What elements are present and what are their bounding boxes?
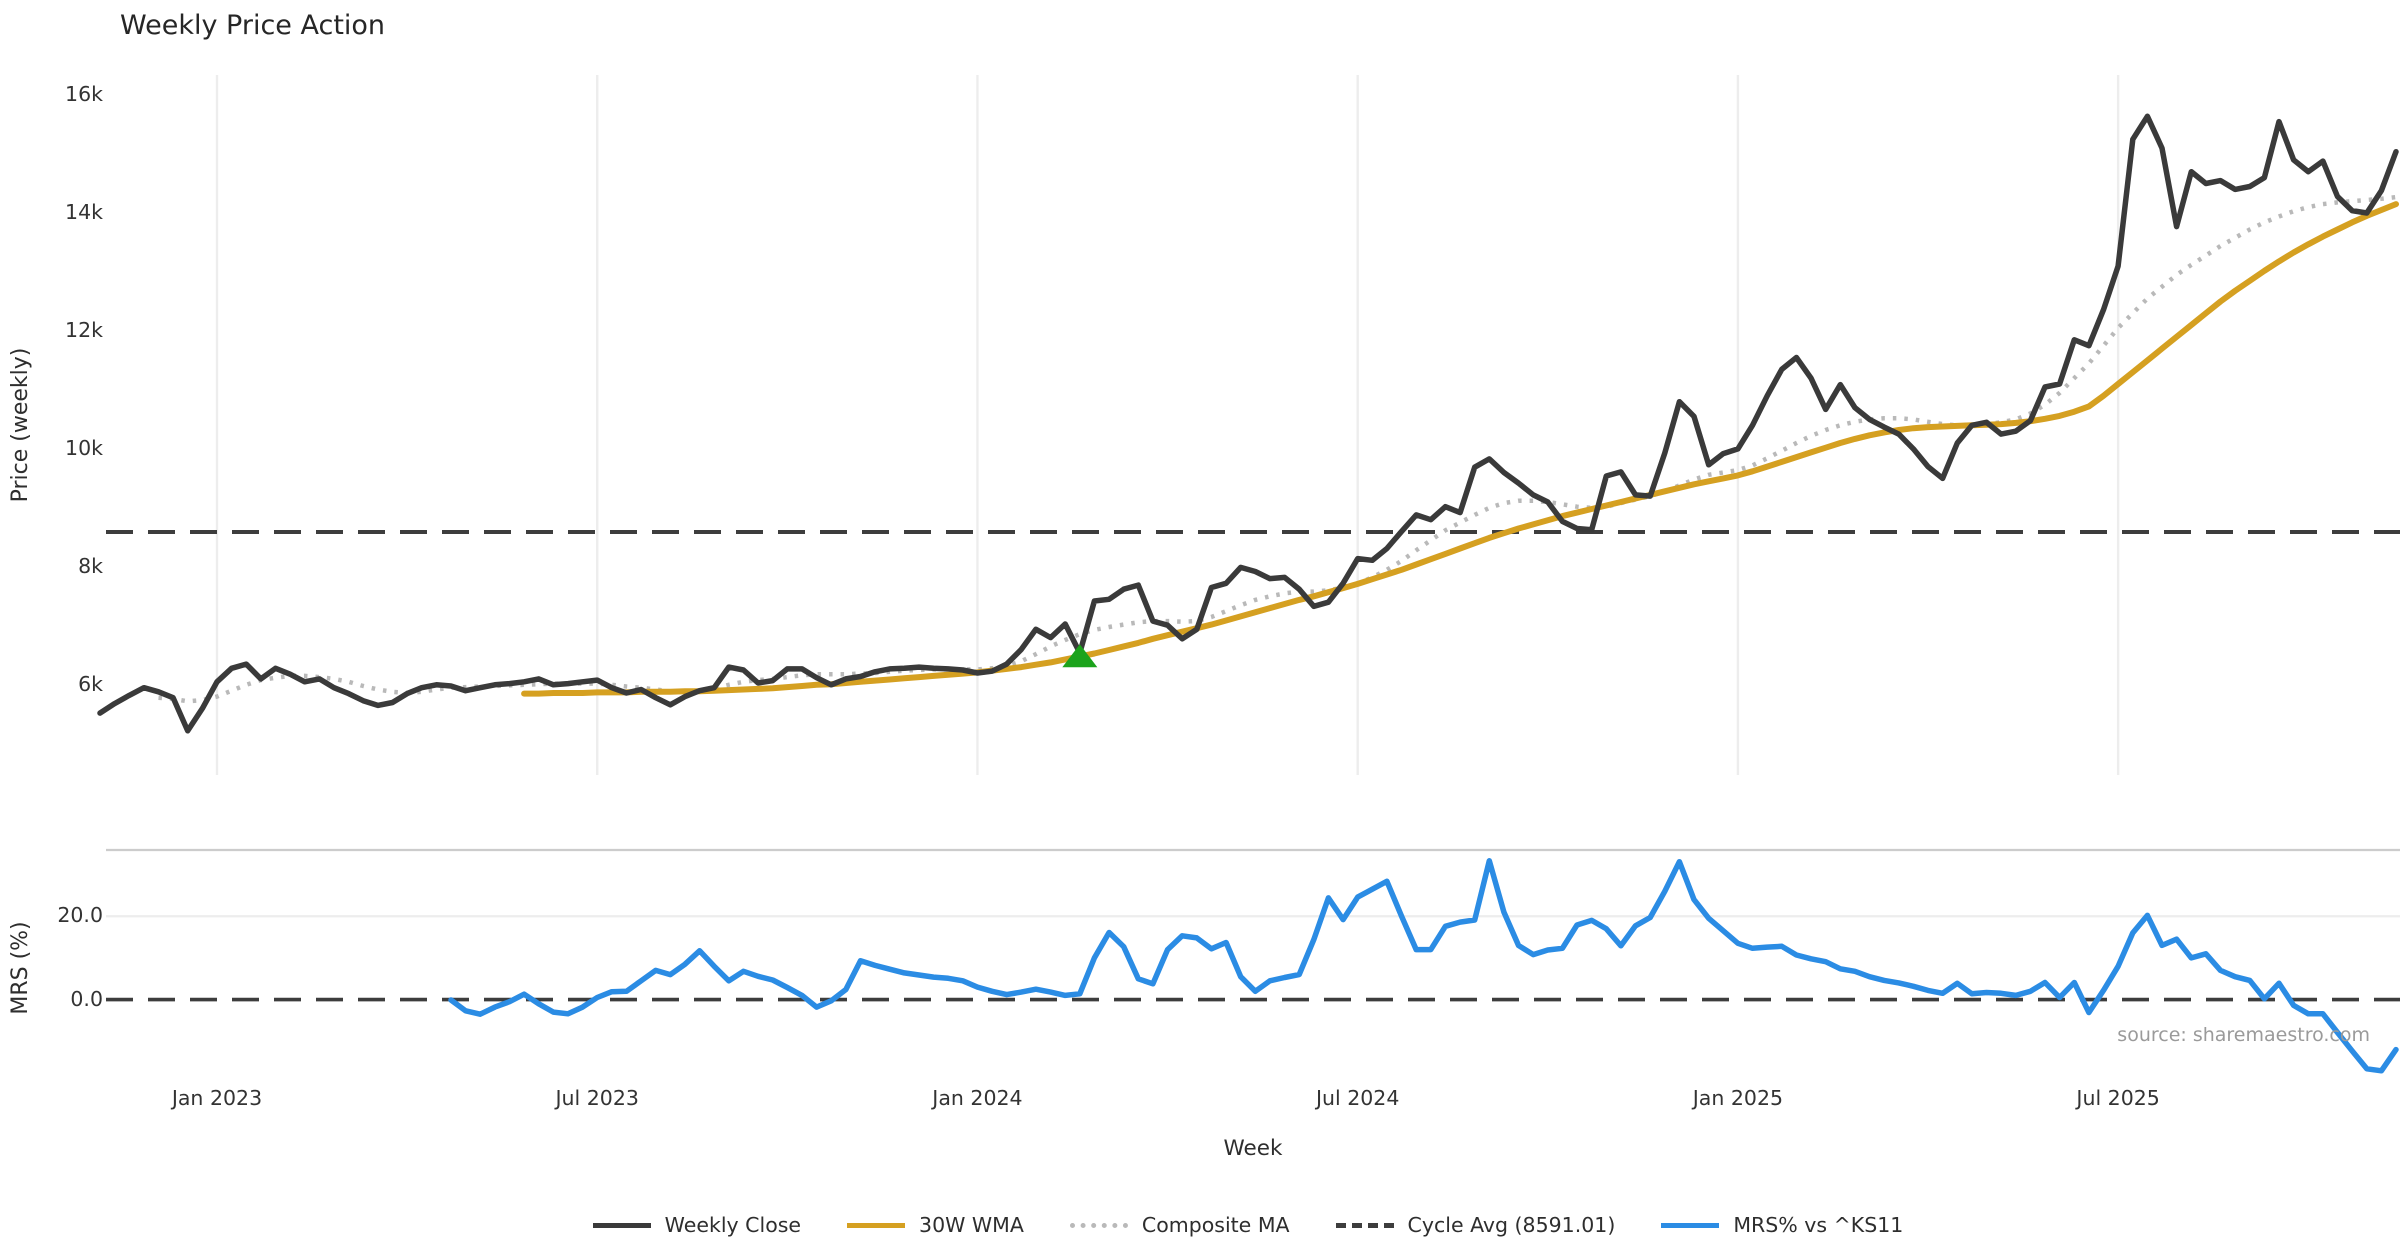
legend-label: Cycle Avg (8591.01) xyxy=(1407,1213,1616,1237)
legend-item-mrs: MRS% vs ^KS11 xyxy=(1661,1213,1903,1237)
chart-title: Weekly Price Action xyxy=(120,10,386,41)
xtick-jul-2024: Jul 2024 xyxy=(1315,1086,1400,1110)
weekly-close-line xyxy=(97,113,2399,734)
price-ytick-14k: 14k xyxy=(65,199,103,224)
legend-item-cycle-avg: Cycle Avg (8591.01) xyxy=(1335,1213,1616,1237)
price-axis-label: Price (weekly) xyxy=(8,347,33,503)
cycle-avg-swatch-icon xyxy=(1335,1222,1394,1228)
legend: Weekly Close 30W WMA Composite MA Cycle … xyxy=(100,1213,2396,1237)
legend-item-30w-wma: 30W WMA xyxy=(847,1213,1024,1237)
legend-label: Weekly Close xyxy=(664,1213,802,1237)
mrs-ytick-0: 0.0 xyxy=(70,986,103,1011)
mrs-ytick-20: 20.0 xyxy=(57,903,103,928)
source-watermark: source: sharemaestro.com xyxy=(2117,1024,2370,1046)
composite-ma-swatch-icon xyxy=(1069,1222,1128,1228)
weekly-close-swatch-icon xyxy=(592,1222,651,1228)
composite-ma-line xyxy=(158,194,2397,704)
mrs-line xyxy=(448,858,2399,1074)
price-ytick-16k: 16k xyxy=(65,82,103,107)
xtick-jan-2025: Jan 2025 xyxy=(1692,1086,1784,1110)
price-ytick-8k: 8k xyxy=(78,553,103,578)
mrs-axis-label: MRS (%) xyxy=(8,920,33,1015)
wma-swatch-icon xyxy=(847,1222,906,1228)
legend-label: MRS% vs ^KS11 xyxy=(1733,1213,1904,1237)
xtick-jul-2025: Jul 2025 xyxy=(2076,1086,2160,1110)
xtick-jan-2023: Jan 2023 xyxy=(171,1086,263,1110)
price-ytick-10k: 10k xyxy=(65,435,103,460)
mrs-swatch-icon xyxy=(1661,1222,1720,1228)
legend-item-composite-ma: Composite MA xyxy=(1069,1213,1290,1237)
price-ytick-6k: 6k xyxy=(78,671,103,696)
legend-label: Composite MA xyxy=(1141,1213,1290,1237)
buy-signal-triangle-icon xyxy=(1062,644,1098,668)
xtick-jan-2024: Jan 2024 xyxy=(932,1086,1023,1110)
legend-item-weekly-close: Weekly Close xyxy=(592,1213,802,1237)
xtick-jul-2023: Jul 2023 xyxy=(555,1086,639,1110)
legend-label: 30W WMA xyxy=(919,1213,1024,1237)
price-ytick-12k: 12k xyxy=(65,317,103,342)
x-axis-label: Week xyxy=(1223,1136,1283,1161)
